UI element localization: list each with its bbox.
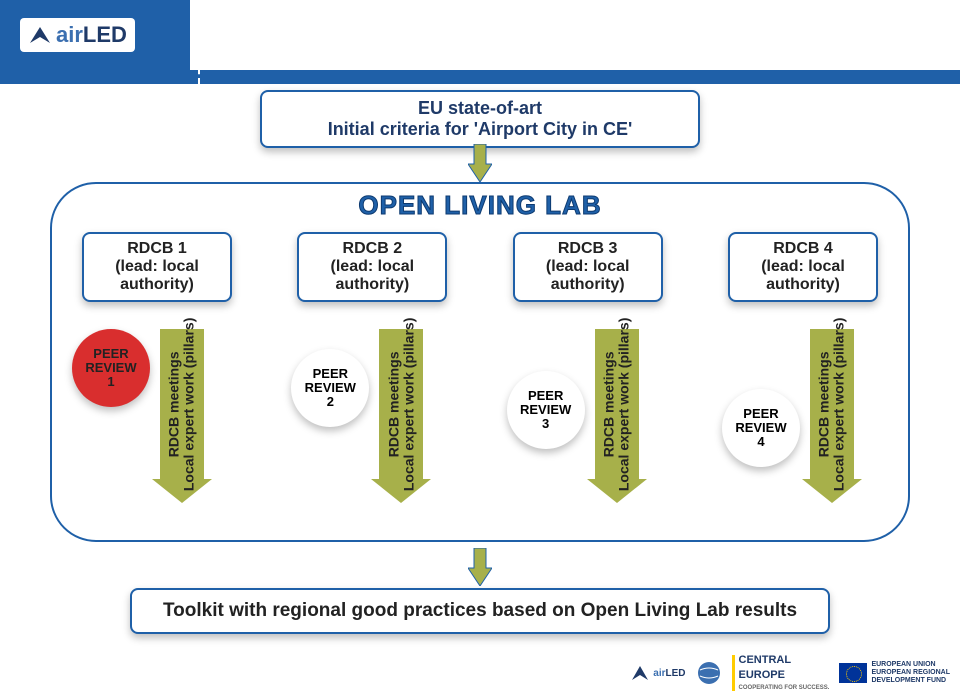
peer-label-top: PEER — [743, 407, 778, 421]
footer: airLED CENTRAL EUROPE COOPERATING FOR SU… — [631, 655, 950, 691]
peer-label-top: PEER — [528, 389, 563, 403]
peer-label-top: PEER — [313, 367, 348, 381]
peer-label-num: 4 — [757, 435, 764, 449]
rdcb-arrow-1: RDCB meetingsLocal expert work (pillars) — [160, 329, 204, 503]
rdcb-title: RDCB 3 — [519, 240, 657, 258]
arrow-label: RDCB meetingsLocal expert work (pillars) — [167, 317, 198, 491]
top-box-line2: Initial criteria for 'Airport City in CE… — [274, 119, 686, 140]
plane-icon — [28, 23, 52, 47]
rdcb-title: RDCB 4 — [734, 240, 872, 258]
peer-label-num: 2 — [327, 395, 334, 409]
top-criteria-box: EU state-of-art Initial criteria for 'Ai… — [260, 90, 700, 148]
peer-review-1: PEERREVIEW1 — [72, 329, 150, 407]
logo-suffix: LED — [83, 22, 127, 47]
flow-col-2: PEERREVIEW2 RDCB meetingsLocal expert wor… — [297, 329, 447, 529]
footer-logo-prefix: air — [653, 668, 665, 679]
ce-sub: COOPERATING FOR SUCCESS. — [739, 685, 830, 691]
rdcb-sub: (lead: local authority) — [88, 258, 226, 294]
rdcb-sub: (lead: local authority) — [734, 258, 872, 294]
eu-line3: DEVELOPMENT FUND — [871, 677, 950, 685]
toolkit-box: Toolkit with regional good practices bas… — [130, 588, 830, 634]
peer-label-mid: REVIEW — [305, 381, 356, 395]
peer-label-mid: REVIEW — [735, 421, 786, 435]
arrow-down-icon — [468, 548, 492, 586]
footer-globe-icon — [696, 660, 722, 686]
arrow-label: RDCB meetingsLocal expert work (pillars) — [817, 317, 848, 491]
footer-eu: EUROPEAN UNION EUROPEAN REGIONAL DEVELOP… — [839, 661, 950, 684]
flow-col-1: PEERREVIEW1 RDCB meetingsLocal expert wor… — [82, 329, 232, 529]
arrow-down-icon — [468, 144, 492, 182]
open-living-lab-frame: OPEN LIVING LAB RDCB 1(lead: local autho… — [50, 182, 910, 542]
peer-review-2: PEERREVIEW2 — [291, 349, 369, 427]
plane-icon — [631, 664, 649, 682]
flow-col-4: PEERREVIEW4 RDCB meetingsLocal expert wor… — [728, 329, 878, 529]
ce-line1: CENTRAL — [739, 655, 792, 666]
rdcb-box-1: RDCB 1(lead: local authority) — [82, 232, 232, 302]
eu-line2: EUROPEAN REGIONAL — [871, 669, 950, 677]
top-box-line1: EU state-of-art — [274, 98, 686, 119]
header-divider — [198, 0, 200, 84]
arrow-shaft: RDCB meetingsLocal expert work (pillars) — [379, 329, 423, 479]
rdcb-arrow-2: RDCB meetingsLocal expert work (pillars) — [379, 329, 423, 503]
rdcb-row: RDCB 1(lead: local authority)RDCB 2(lead… — [82, 232, 878, 302]
logo-badge: airLED — [20, 18, 135, 52]
rdcb-sub: (lead: local authority) — [303, 258, 441, 294]
header-bar: airLED — [0, 0, 190, 70]
ce-line2: EUROPE — [739, 670, 785, 681]
arrow-label: RDCB meetingsLocal expert work (pillars) — [386, 317, 417, 491]
peer-label-mid: REVIEW — [85, 361, 136, 375]
flow-row: PEERREVIEW1RDCB meetingsLocal expert wor… — [82, 329, 878, 529]
footer-logo-suffix: LED — [666, 668, 686, 679]
rdcb-sub: (lead: local authority) — [519, 258, 657, 294]
peer-label-mid: REVIEW — [520, 403, 571, 417]
rdcb-box-2: RDCB 2(lead: local authority) — [297, 232, 447, 302]
globe-icon — [696, 660, 722, 686]
peer-label-num: 1 — [107, 375, 114, 389]
footer-central-europe: CENTRAL EUROPE COOPERATING FOR SUCCESS. — [732, 655, 830, 691]
eu-line1: EUROPEAN UNION — [871, 661, 950, 669]
eu-flag-icon — [839, 663, 867, 683]
rdcb-box-3: RDCB 3(lead: local authority) — [513, 232, 663, 302]
peer-label-num: 3 — [542, 417, 549, 431]
logo-prefix: air — [56, 22, 83, 47]
arrow-shaft: RDCB meetingsLocal expert work (pillars) — [810, 329, 854, 479]
rdcb-title: RDCB 2 — [303, 240, 441, 258]
arrow-label: RDCB meetingsLocal expert work (pillars) — [601, 317, 632, 491]
footer-airled-logo: airLED — [631, 664, 685, 682]
toolkit-text: Toolkit with regional good practices bas… — [163, 600, 797, 621]
peer-label-top: PEER — [93, 347, 128, 361]
header-strip — [0, 70, 960, 84]
peer-review-4: PEERREVIEW4 — [722, 389, 800, 467]
peer-review-3: PEERREVIEW3 — [507, 371, 585, 449]
rdcb-arrow-3: RDCB meetingsLocal expert work (pillars) — [595, 329, 639, 503]
arrow-shaft: RDCB meetingsLocal expert work (pillars) — [160, 329, 204, 479]
rdcb-title: RDCB 1 — [88, 240, 226, 258]
lab-title: OPEN LIVING LAB — [52, 190, 908, 221]
flow-col-3: PEERREVIEW3 RDCB meetingsLocal expert wor… — [513, 329, 663, 529]
rdcb-arrow-4: RDCB meetingsLocal expert work (pillars) — [810, 329, 854, 503]
arrow-shaft: RDCB meetingsLocal expert work (pillars) — [595, 329, 639, 479]
rdcb-box-4: RDCB 4(lead: local authority) — [728, 232, 878, 302]
